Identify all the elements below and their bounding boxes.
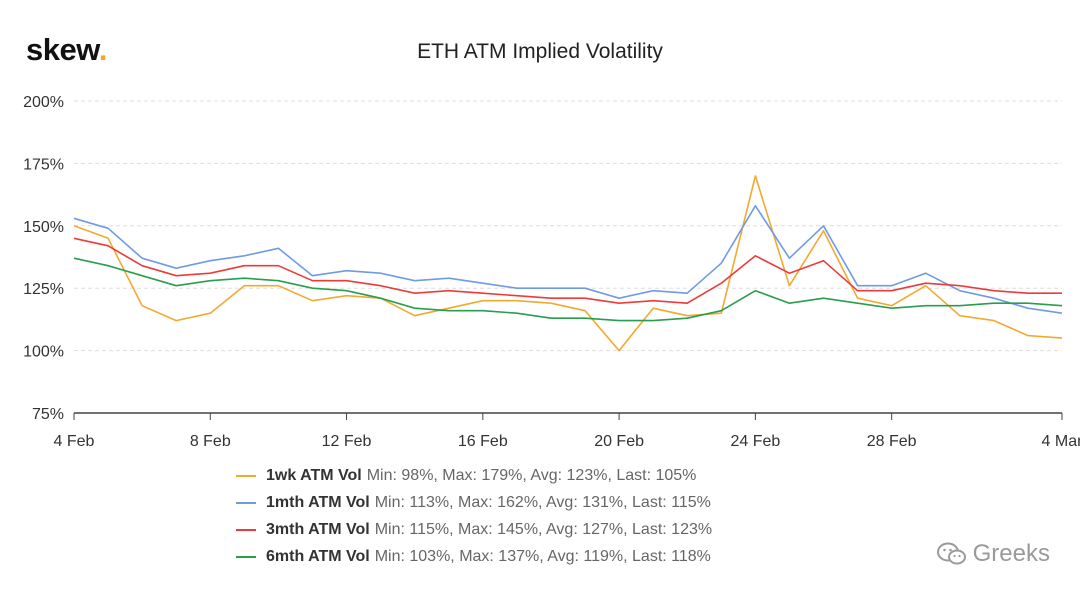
legend-series-name: 3mth ATM Vol	[266, 520, 370, 538]
legend-series-name: 1wk ATM Vol	[266, 466, 362, 484]
x-tick-label: 20 Feb	[594, 433, 644, 450]
legend-series-stats: Min: 98%, Max: 179%, Avg: 123%, Last: 10…	[366, 466, 697, 484]
series-line-3	[73, 257, 1063, 322]
x-tick-label: 4 Mar	[1042, 433, 1080, 450]
legend-series-stats: Min: 103%, Max: 137%, Avg: 119%, Last: 1…	[374, 547, 711, 565]
legend-entry[interactable]: 6mth ATM Vol Min: 103%, Max: 137%, Avg: 1…	[236, 543, 712, 570]
x-tick-label: 4 Feb	[54, 433, 95, 450]
watermark-text: Greeks	[972, 540, 1050, 567]
legend-series-name: 1mth ATM Vol	[266, 493, 370, 511]
x-tick-label: 16 Feb	[458, 433, 508, 450]
line-chart: 75% 100% 125% 150% 175% 200% 4 Feb 8 Feb 12 Feb…	[23, 94, 1080, 450]
series-line-0	[73, 175, 1063, 352]
y-tick-label: 125%	[23, 281, 64, 298]
y-tick-label: 175%	[23, 156, 64, 173]
grid-lines	[74, 100, 1062, 352]
legend-swatch	[236, 528, 256, 531]
legend-entry[interactable]: 3mth ATM Vol Min: 115%, Max: 145%, Avg: 1…	[236, 516, 712, 543]
x-tick-label: 8 Feb	[190, 433, 231, 450]
x-axis: 4 Feb 8 Feb 12 Feb 16 Feb 20 Feb 24 Feb 28 Feb…	[54, 412, 1080, 450]
wechat-icon	[936, 542, 966, 565]
legend-entry[interactable]: 1mth ATM Vol Min: 113%, Max: 162%, Avg: 1…	[236, 489, 712, 516]
chart-title: ETH ATM Implied Volatility	[417, 40, 663, 63]
watermark: Greeks	[936, 540, 1050, 568]
series-group	[73, 175, 1063, 352]
brand-dot: .	[98, 32, 108, 67]
y-tick-label: 75%	[32, 406, 64, 423]
legend-swatch	[236, 555, 256, 558]
x-tick-label: 28 Feb	[867, 433, 917, 450]
y-tick-label: 200%	[23, 94, 64, 111]
x-tick-label: 12 Feb	[322, 433, 372, 450]
y-tick-label: 150%	[23, 219, 64, 236]
brand-name: skew	[26, 32, 99, 67]
legend-swatch	[236, 501, 256, 504]
legend-series-stats: Min: 113%, Max: 162%, Avg: 131%, Last: 1…	[374, 493, 711, 511]
series-line-1	[73, 205, 1063, 314]
x-tick-label: 24 Feb	[730, 433, 780, 450]
legend-series-name: 6mth ATM Vol	[266, 547, 370, 565]
brand-logo: skew.	[26, 32, 107, 68]
y-tick-label: 100%	[23, 344, 64, 361]
legend-swatch	[236, 474, 256, 477]
y-axis-ticks: 75% 100% 125% 150% 175% 200%	[23, 94, 64, 423]
legend-entry[interactable]: 1wk ATM Vol Min: 98%, Max: 179%, Avg: 123…	[236, 462, 712, 489]
series-line-2	[73, 237, 1062, 305]
legend-series-stats: Min: 115%, Max: 145%, Avg: 127%, Last: 1…	[374, 520, 713, 538]
legend: 1wk ATM Vol Min: 98%, Max: 179%, Avg: 123…	[236, 462, 712, 570]
